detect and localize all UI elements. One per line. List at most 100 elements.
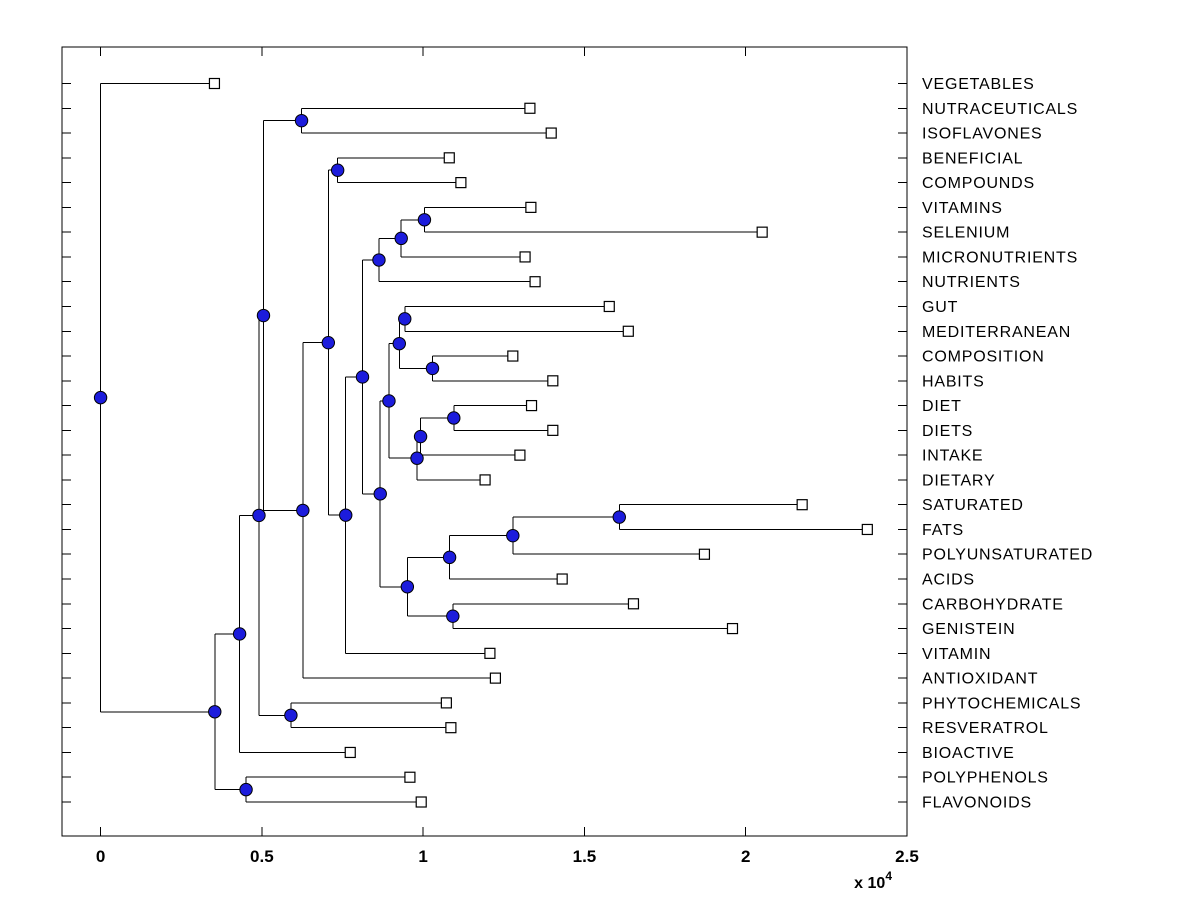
leaf-label-phytochemicals: PHYTOCHEMICALS — [922, 695, 1081, 712]
branch-node-marker-n-w2[interactable] — [442, 550, 457, 565]
branch-node-marker-n-k[interactable] — [447, 411, 461, 425]
leaf-label-composition: COMPOSITION — [922, 349, 1045, 366]
branch-node-marker-root[interactable] — [93, 390, 108, 405]
leaf-label-gut: GUT — [922, 299, 958, 316]
leaf-label-bioactive: BIOACTIVE — [922, 745, 1015, 762]
leaf-label-micronutrients: MICRONUTRIENTS — [922, 249, 1078, 266]
branch-node-markers — [93, 113, 626, 797]
leaf-label-resveratrol: RESVERATROL — [922, 720, 1049, 737]
leaf-marker-micronutrients[interactable] — [519, 251, 531, 263]
leaf-label-mediterranean: MEDITERRANEAN — [922, 324, 1071, 341]
branch-node-marker-n-m3[interactable] — [239, 782, 253, 797]
branch-node-marker-n-d[interactable] — [394, 231, 408, 246]
leaf-marker-compounds[interactable] — [455, 177, 467, 189]
x-tick-label: 2.5 — [895, 847, 919, 866]
leaf-marker-habits[interactable] — [547, 375, 559, 387]
leaf-marker-fats[interactable] — [861, 523, 873, 536]
leaf-label-carbohydrate: CARBOHYDRATE — [922, 596, 1064, 613]
leaf-label-nutrients: NUTRIENTS — [922, 274, 1021, 291]
leaf-marker-nutrients[interactable] — [529, 276, 541, 288]
branch-node-marker-n-m[interactable] — [410, 451, 424, 465]
branch-node-marker-n-l[interactable] — [413, 429, 428, 444]
leaf-marker-intake[interactable] — [514, 449, 526, 461]
leaf-marker-polyphenols[interactable] — [404, 771, 416, 783]
leaf-label-acids: ACIDS — [922, 572, 975, 589]
branch-node-marker-n-r[interactable] — [256, 308, 271, 323]
branch-node-marker-n-p[interactable] — [252, 508, 266, 523]
leaf-marker-resveratrol[interactable] — [445, 722, 457, 734]
leaf-label-saturated: SATURATED — [922, 497, 1024, 514]
leaf-marker-genistein[interactable] — [726, 622, 739, 635]
leaf-label-nutraceuticals: NUTRACEUTICALS — [922, 101, 1078, 118]
svg-text:x 104: x 104 — [854, 869, 892, 892]
leaf-marker-nutraceuticals[interactable] — [524, 102, 536, 114]
leaf-marker-diets[interactable] — [547, 424, 559, 436]
leaf-label-fats: FATS — [922, 522, 964, 539]
branch-node-marker-n-sf[interactable] — [612, 510, 626, 524]
branch-node-marker-n-g[interactable] — [392, 336, 406, 351]
branch-node-marker-n-h[interactable] — [425, 361, 440, 376]
leaf-marker-mediterranean[interactable] — [622, 325, 634, 337]
leaf-marker-beneficial[interactable] — [443, 152, 455, 164]
leaf-label-intake: INTAKE — [922, 448, 983, 465]
branch-node-marker-n-q[interactable] — [321, 335, 336, 350]
leaf-marker-phytochemicals[interactable] — [440, 697, 452, 709]
leaf-label-polyunsaturated: POLYUNSATURATED — [922, 547, 1093, 564]
leaf-marker-bioactive[interactable] — [344, 746, 356, 759]
leaf-marker-vegetables[interactable] — [208, 77, 221, 90]
branch-node-marker-n-m4[interactable] — [284, 708, 298, 722]
axis-exponent-label: x 104 — [854, 869, 892, 892]
leaf-label-antioxidant: ANTIOXIDANT — [922, 671, 1038, 688]
leaf-label-vitamins: VITAMINS — [922, 200, 1003, 217]
branch-node-marker-n-c[interactable] — [417, 213, 432, 227]
branch-node-marker-n-i[interactable] — [355, 370, 370, 384]
leaf-label-diet: DIET — [922, 398, 962, 415]
branch-node-marker-n-e[interactable] — [372, 253, 386, 267]
branch-node-marker-n-w3[interactable] — [446, 609, 460, 623]
branch-node-marker-n-a[interactable] — [294, 113, 309, 128]
leaf-marker-dietary[interactable] — [479, 474, 491, 486]
x-tick-label: 1.5 — [573, 847, 597, 866]
branch-node-marker-n-w1[interactable] — [506, 528, 520, 543]
branch-node-marker-n-j[interactable] — [382, 394, 396, 408]
branch-node-marker-n-b[interactable] — [330, 163, 345, 177]
branch-node-marker-n-m1[interactable] — [232, 627, 247, 641]
branch-node-marker-n-n[interactable] — [373, 487, 387, 501]
branch-node-marker-n-f[interactable] — [398, 312, 412, 326]
x-axis-ticks: 0 0.5 1 1.5 2 2.5 — [96, 47, 919, 866]
leaf-marker-gut[interactable] — [603, 300, 615, 313]
leaf-marker-vitamin[interactable] — [484, 647, 496, 659]
leaf-label-dietary: DIETARY — [922, 472, 995, 489]
branch-node-marker-n-u[interactable] — [400, 580, 415, 594]
leaf-marker-acids[interactable] — [556, 573, 568, 585]
plot-box — [61, 46, 908, 837]
leaf-marker-composition[interactable] — [507, 350, 519, 362]
branch-node-marker-n-zz[interactable] — [339, 508, 353, 522]
leaf-label-genistein: GENISTEIN — [922, 621, 1015, 638]
leaf-marker-isoflavones[interactable] — [545, 127, 557, 139]
leaf-labels: VEGETABLES NUTRACEUTICALS ISOFLAVONES BENEF… — [922, 76, 1093, 812]
leaf-label-vegetables: VEGETABLES — [922, 76, 1035, 93]
leaf-label-diets: DIETS — [922, 423, 973, 440]
leaf-markers — [208, 77, 873, 808]
branch-node-marker-n-m2[interactable] — [208, 705, 222, 719]
leaf-marker-antioxidant[interactable] — [489, 672, 502, 684]
branch-node-marker-n-o[interactable] — [296, 503, 310, 518]
leaf-marker-selenium[interactable] — [756, 226, 768, 238]
leaf-marker-carbohydrate[interactable] — [627, 598, 640, 610]
x-tick-label: 0.5 — [250, 847, 274, 866]
leaf-marker-vitamins[interactable] — [525, 201, 537, 213]
y-axis-row-ticks — [62, 83, 907, 803]
leaf-marker-diet[interactable] — [525, 399, 538, 412]
leaf-marker-polyunsaturated[interactable] — [698, 548, 711, 560]
x-tick-label: 2 — [741, 847, 750, 866]
leaf-marker-saturated[interactable] — [796, 499, 808, 511]
leaf-label-polyphenols: POLYPHENOLS — [922, 770, 1049, 787]
leaf-label-flavonoids: FLAVONOIDS — [922, 795, 1032, 812]
x-tick-label: 1 — [418, 847, 427, 866]
leaf-marker-flavonoids[interactable] — [415, 796, 427, 808]
leaf-label-isoflavones: ISOFLAVONES — [922, 126, 1043, 143]
axes-box — [61, 46, 908, 837]
leaf-label-selenium: SELENIUM — [922, 225, 1010, 242]
